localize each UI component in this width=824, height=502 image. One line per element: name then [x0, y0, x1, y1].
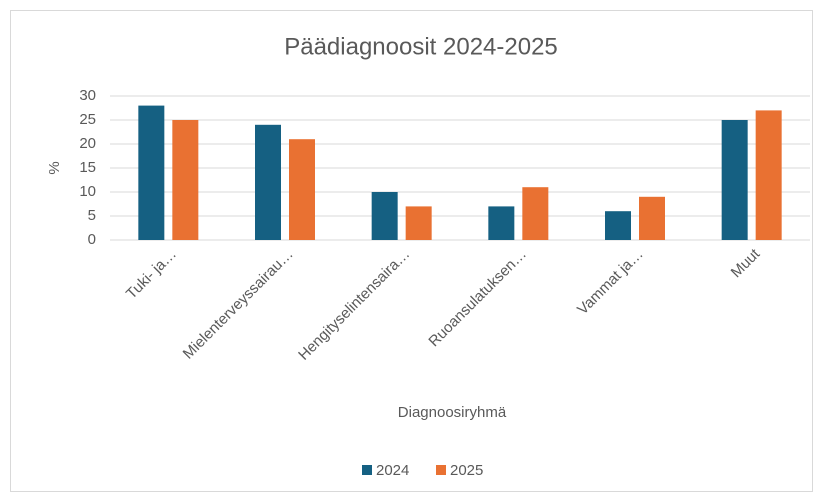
bar — [138, 105, 165, 240]
chart-title: Päädiagnoosit 2024-2025 — [284, 33, 558, 60]
y-tick-label: 20 — [79, 135, 96, 152]
y-tick-label: 30 — [79, 87, 96, 104]
bar — [405, 206, 432, 240]
chart-border — [10, 10, 813, 492]
legend-swatch — [436, 465, 446, 475]
bar — [172, 120, 199, 240]
y-tick-label: 5 — [88, 207, 96, 224]
bar — [488, 206, 515, 240]
y-tick-label: 25 — [79, 111, 96, 128]
legend-label: 2024 — [376, 462, 409, 479]
y-tick-label: 0 — [88, 231, 96, 248]
bar — [289, 139, 315, 240]
bar — [605, 211, 631, 240]
bar — [255, 124, 281, 240]
bar — [721, 120, 748, 240]
y-tick-label: 15 — [79, 159, 96, 176]
bar — [755, 110, 782, 241]
x-axis-label: Diagnoosiryhmä — [398, 404, 507, 421]
y-tick-label: 10 — [79, 183, 96, 200]
legend-label: 2025 — [450, 462, 483, 479]
bar — [522, 187, 549, 240]
legend-swatch — [362, 465, 372, 475]
bar — [639, 196, 665, 240]
y-axis-label: % — [46, 161, 63, 174]
bar — [371, 192, 398, 240]
